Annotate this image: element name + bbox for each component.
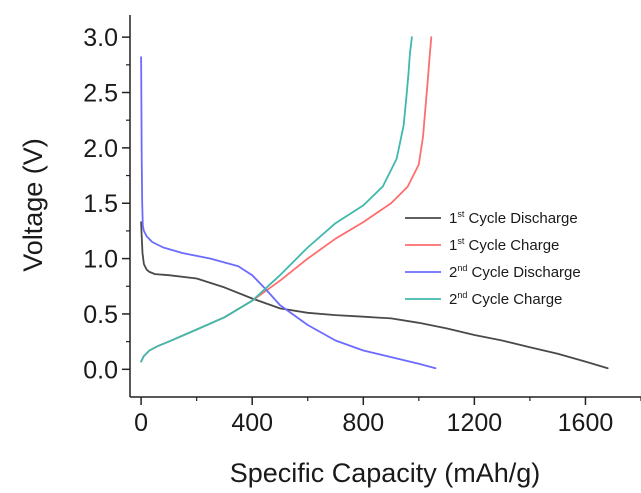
legend-entry: 2nd Cycle Discharge (449, 263, 581, 281)
x-tick-label: 0 (134, 409, 148, 437)
legend-ordinal: 2 (449, 291, 457, 308)
y-axis-title: Voltage (V) (18, 138, 48, 272)
legend-label: Cycle Discharge (464, 210, 577, 227)
x-tick-label: 1200 (447, 409, 503, 437)
legend-ordinal: 1 (449, 210, 457, 227)
y-tick-label: 3.0 (83, 24, 118, 52)
x-tick-label: 400 (231, 409, 273, 437)
series-line-2 (140, 36, 433, 363)
y-tick-label: 1.0 (83, 246, 118, 274)
legend-entry: 2nd Cycle Charge (449, 290, 562, 308)
series-line-3 (140, 56, 437, 370)
y-tick-label: 2.0 (83, 135, 118, 163)
legend-label: Cycle Discharge (467, 264, 580, 281)
legend-label: Cycle Charge (467, 291, 562, 308)
legend-superscript: st (457, 209, 465, 219)
legend-superscript: nd (457, 290, 467, 300)
legend-ordinal: 2 (449, 264, 457, 281)
legend-label: Cycle Charge (464, 237, 559, 254)
series-line-4 (140, 36, 413, 363)
series-lines (140, 36, 609, 370)
x-tick-label: 1600 (558, 409, 614, 437)
y-tick-label: 1.5 (83, 190, 118, 218)
legend-entry: 1st Cycle Discharge (449, 209, 578, 227)
x-axis-title: Specific Capacity (mAh/g) (230, 458, 541, 488)
legend-ordinal: 1 (449, 237, 457, 254)
legend-superscript: nd (457, 263, 467, 273)
series-line-1 (140, 221, 609, 370)
y-tick-label: 0.0 (83, 356, 118, 384)
x-tick-label: 800 (342, 409, 384, 437)
legend-superscript: st (457, 236, 465, 246)
legend-entry: 1st Cycle Charge (449, 236, 559, 254)
y-tick-label: 0.5 (83, 301, 118, 329)
y-tick-label: 2.5 (83, 80, 118, 108)
axes: 0.0 0.5 1.0 1.5 2.0 2.5 3.0 0 400 800 1200 1600 (83, 15, 641, 437)
